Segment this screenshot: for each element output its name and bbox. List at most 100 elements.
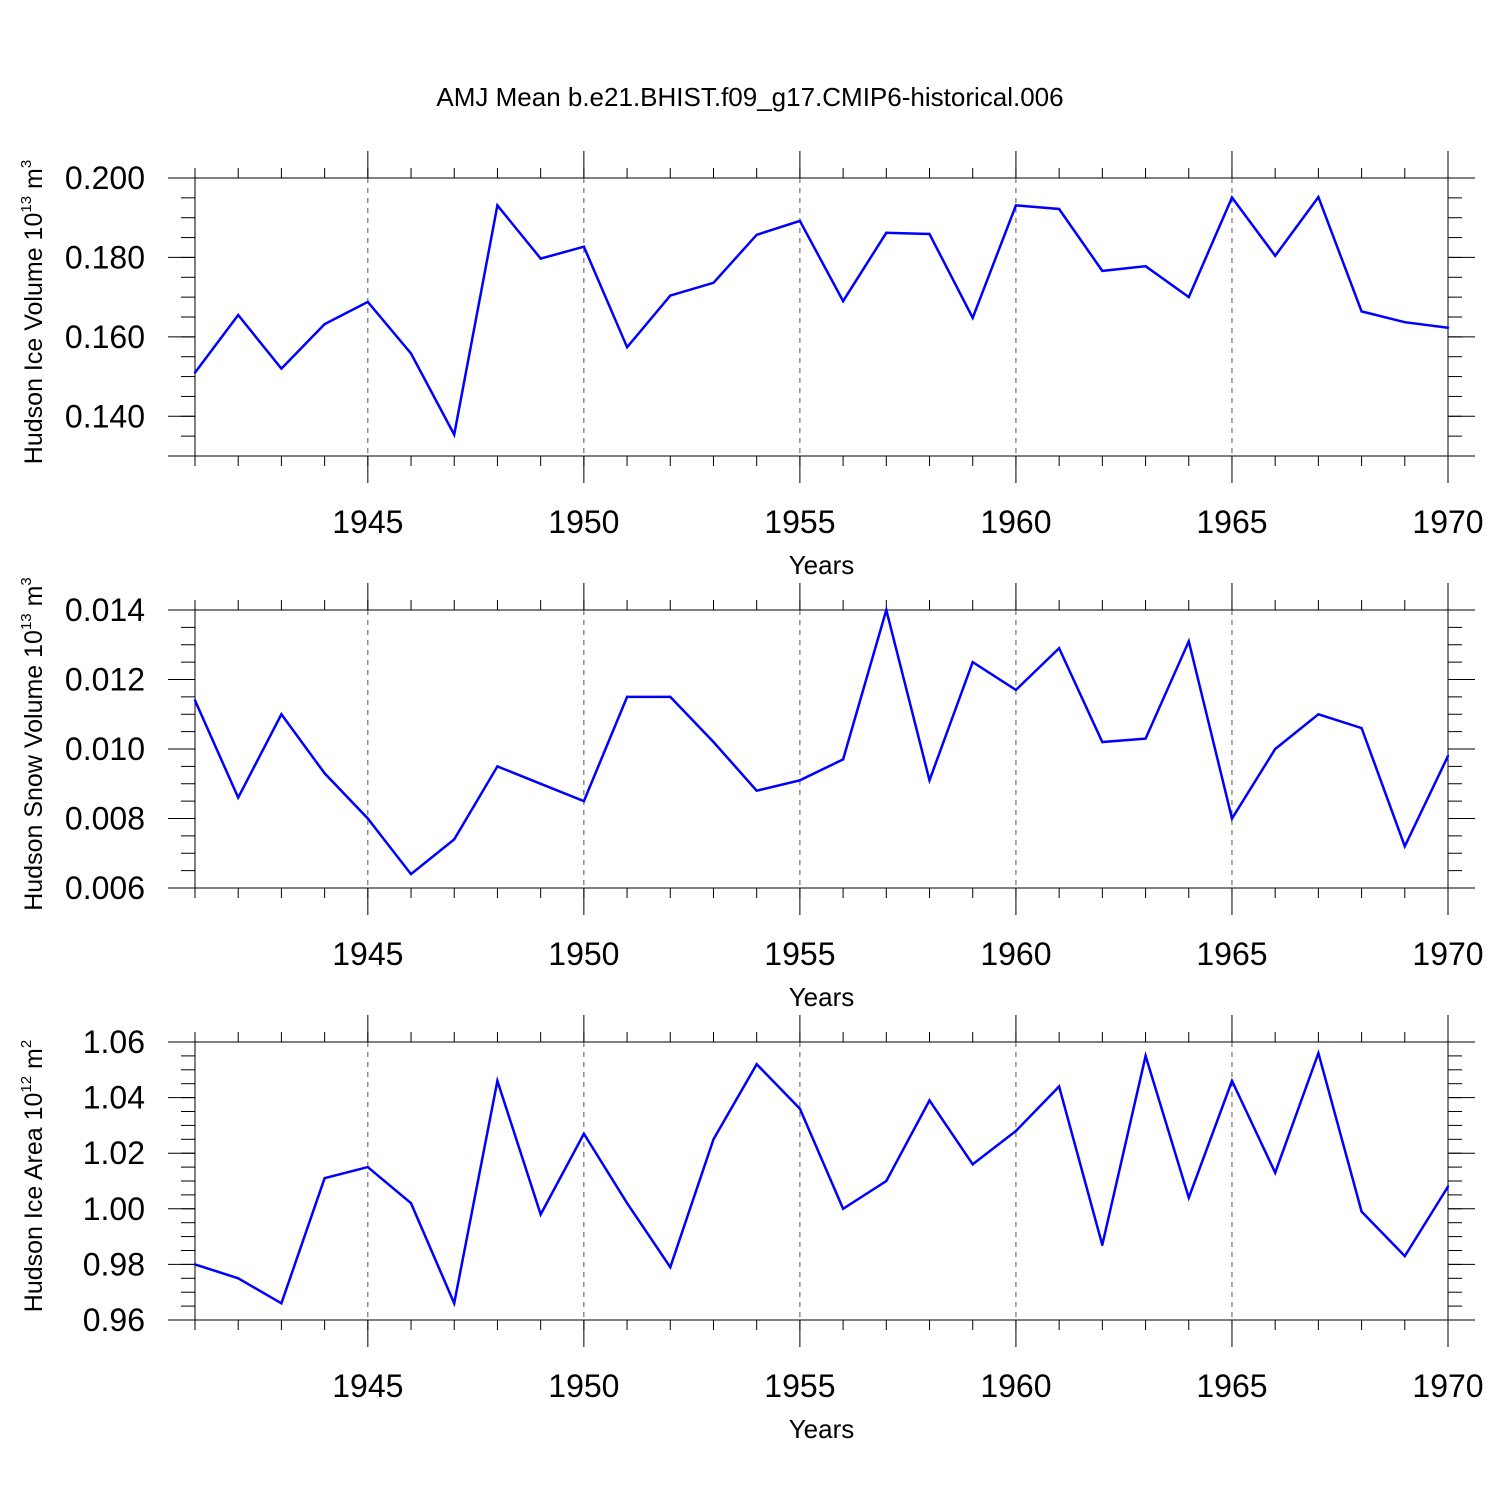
data-point — [453, 838, 456, 841]
data-point — [539, 1213, 542, 1216]
y-axis-label-unit-exp: 3 — [18, 577, 35, 585]
data-point — [841, 1207, 845, 1211]
y-tick-label: 0.180 — [65, 239, 145, 275]
data-point — [755, 1063, 758, 1066]
data-point — [1403, 1254, 1406, 1258]
y-axis-label-unit-exp: 3 — [18, 160, 35, 168]
data-point — [1273, 1171, 1277, 1174]
y-axis-label-exp: 13 — [18, 196, 35, 213]
y-tick-label: 0.200 — [65, 160, 145, 196]
y-tick-label: 1.00 — [83, 1191, 145, 1227]
data-point — [1273, 254, 1277, 258]
data-point — [366, 817, 370, 820]
data-point — [1014, 688, 1018, 692]
data-point — [669, 294, 672, 297]
y-axis-label: Hudson Snow Volume 1013 m3 — [18, 577, 48, 911]
data-point — [625, 695, 629, 699]
data-point — [928, 1099, 931, 1102]
x-tick-label: 1955 — [764, 504, 835, 540]
y-axis-label-exp: 13 — [18, 613, 35, 630]
y-tick-label: 1.02 — [83, 1135, 145, 1171]
data-point — [280, 1302, 283, 1305]
data-point — [1360, 310, 1363, 313]
data-point — [712, 1138, 715, 1141]
data-point — [928, 779, 931, 782]
series-line — [193, 194, 1449, 439]
x-tick-label: 1945 — [332, 936, 403, 972]
data-point — [1187, 1196, 1190, 1199]
x-tick-label: 1945 — [332, 1368, 403, 1404]
data-point — [1317, 713, 1320, 716]
data-point — [1230, 817, 1234, 820]
data-point — [625, 1202, 629, 1205]
data-point — [928, 232, 931, 236]
data-point — [1144, 264, 1147, 268]
data-point — [1057, 207, 1061, 211]
data-point — [1360, 1210, 1363, 1213]
x-tick-label: 1950 — [548, 1368, 619, 1404]
data-point — [625, 345, 629, 349]
data-point — [798, 779, 802, 782]
y-axis-label-main: Hudson Ice Area 10 — [20, 1093, 48, 1313]
x-tick-label: 1945 — [332, 504, 403, 540]
data-point — [1230, 196, 1234, 199]
data-point — [193, 371, 197, 374]
data-point — [496, 1079, 499, 1083]
data-point — [582, 799, 586, 803]
y-tick-label: 0.96 — [83, 1302, 145, 1338]
data-point — [755, 789, 758, 792]
data-point — [237, 313, 240, 317]
data-point — [1230, 1079, 1234, 1083]
x-tick-label: 1955 — [764, 936, 835, 972]
x-tick-label: 1955 — [764, 1368, 835, 1404]
data-point — [582, 245, 586, 248]
data-point — [366, 1165, 370, 1169]
data-point — [539, 257, 542, 260]
data-point — [1144, 1054, 1147, 1058]
x-tick-label: 1970 — [1412, 936, 1483, 972]
chart-title: AMJ Mean b.e21.BHIST.f09_g17.CMIP6-histo… — [436, 82, 1063, 112]
data-point — [885, 1179, 888, 1183]
data-point — [193, 1263, 197, 1266]
x-axis-label: Years — [789, 982, 855, 1012]
y-axis-label-exp: 12 — [18, 1076, 35, 1093]
panel-3: 1945 1950 1955 1960 1965 1970 Years 0.96 0.98 1.0… — [18, 1015, 1484, 1444]
x-axis-label: Years — [789, 550, 855, 580]
data-point — [669, 695, 672, 699]
y-tick-label: 0.010 — [65, 731, 145, 767]
data-point — [453, 1302, 456, 1305]
data-point — [453, 433, 456, 436]
x-tick-label: 1950 — [548, 936, 619, 972]
y-tick-label: 0.140 — [65, 398, 145, 434]
data-point — [1446, 754, 1450, 758]
y-tick-label: 0.98 — [83, 1246, 145, 1282]
data-point — [1446, 1185, 1450, 1188]
x-tick-label: 1950 — [548, 504, 619, 540]
y-axis-label-main: Hudson Ice Volume 10 — [20, 213, 48, 465]
data-point — [1187, 295, 1190, 299]
data-point — [193, 699, 197, 702]
data-point — [841, 299, 845, 303]
data-point — [323, 1177, 326, 1180]
data-point — [1101, 1243, 1104, 1247]
data-point — [1057, 1085, 1061, 1088]
data-point — [971, 1163, 974, 1166]
data-point — [1101, 740, 1104, 744]
data-point — [496, 204, 499, 207]
data-point — [712, 281, 715, 285]
data-point — [1403, 320, 1406, 324]
data-point — [323, 322, 326, 326]
panel-1: 1945 1950 1955 1960 1965 1970 Years 0.140 0.160 0… — [18, 151, 1484, 580]
data-point — [712, 740, 715, 744]
data-point — [1014, 204, 1018, 207]
series-line — [193, 605, 1450, 876]
data-point — [237, 1277, 240, 1280]
x-tick-label: 1970 — [1412, 1368, 1483, 1404]
data-point — [798, 1107, 802, 1110]
data-point — [1360, 726, 1363, 730]
data-point — [496, 765, 499, 768]
y-tick-label: 0.160 — [65, 319, 145, 355]
y-axis-label-unit: m — [20, 1048, 48, 1076]
data-point — [1101, 269, 1104, 273]
x-tick-label: 1960 — [980, 1368, 1051, 1404]
